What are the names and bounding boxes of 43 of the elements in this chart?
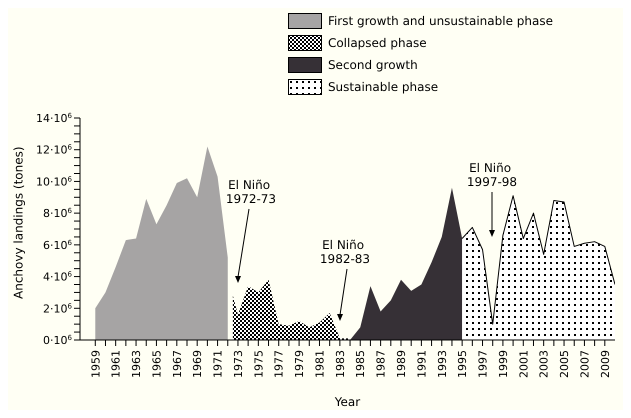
y-tick-label: 14·10$^{6}$ [36, 112, 73, 125]
x-tick-label: 2005 [558, 350, 572, 378]
x-tick-label: 1981 [313, 350, 326, 378]
x-tick-label: 1983 [334, 350, 347, 378]
y-tick-label: 12·10$^{6}$ [36, 144, 73, 157]
x-tick-label: 1987 [374, 350, 388, 378]
y-tick-label: 4·10$^{6}$ [43, 270, 73, 284]
legend-label: Collapsed phase [328, 36, 427, 50]
y-tick-label: 6·10$^{6}$ [43, 238, 73, 252]
x-tick-label: 1993 [436, 350, 449, 378]
legend-label: Sustainable phase [328, 80, 438, 94]
x-tick-label: 1991 [415, 350, 428, 378]
x-tick-label: 1963 [130, 350, 144, 378]
x-tick-label: 1979 [293, 350, 306, 378]
y-axis-title: Anchovy landings (tones) [11, 146, 26, 299]
annotation: El Niño 1982-83 [320, 238, 370, 266]
y-tick-label: 2·10$^{6}$ [43, 302, 73, 316]
x-tick-label: 1989 [395, 350, 408, 378]
annotation: El Niño 1972-73 [226, 178, 276, 206]
x-tick-label: 1995 [456, 350, 470, 378]
legend-label: First growth and unsustainable phase [328, 14, 553, 28]
x-tick-label: 1965 [150, 350, 164, 378]
annotation: El Niño 1997-98 [466, 161, 518, 189]
x-tick-label: 1961 [110, 350, 123, 378]
x-tick-label: 1999 [496, 350, 510, 378]
y-tick-label: 10·10$^{6}$ [36, 175, 73, 188]
x-tick-label: 2003 [538, 350, 551, 378]
x-tick-label: 2001 [517, 350, 530, 378]
x-tick-label: 1973 [232, 350, 245, 378]
x-tick-label: 1971 [212, 350, 225, 378]
x-tick-label: 1969 [191, 350, 204, 378]
x-tick-label: 2009 [598, 350, 612, 378]
y-tick-label: 8·10$^{6}$ [43, 207, 73, 220]
y-tick-label: 0·10$^{6}$ [43, 334, 73, 347]
legend-label: Second growth [328, 58, 418, 72]
x-tick-label: 1967 [170, 350, 184, 378]
x-axis-title: Year [334, 395, 360, 409]
x-tick-label: 1959 [89, 350, 102, 378]
x-tick-label: 2007 [578, 350, 592, 378]
x-tick-label: 1975 [252, 350, 266, 378]
x-tick-label: 1977 [272, 350, 286, 378]
x-tick-label: 1997 [476, 350, 490, 378]
x-tick-label: 1985 [354, 350, 368, 378]
